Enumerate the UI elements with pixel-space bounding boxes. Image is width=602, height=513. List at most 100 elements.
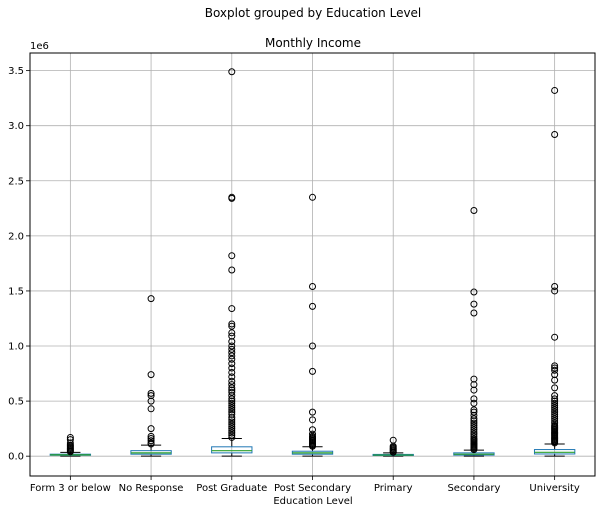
outlier-point [228, 402, 236, 409]
box-group [49, 433, 92, 457]
outlier-point [470, 435, 478, 443]
outlier-point [470, 406, 478, 414]
outlier-point [228, 364, 236, 372]
x-axis: Form 3 or below No Response Post Graduate P… [30, 476, 580, 494]
outlier-point [551, 287, 559, 295]
outlier-point [309, 408, 316, 416]
outlier-point [470, 300, 478, 308]
outlier-point [228, 422, 236, 430]
outlier-point [228, 406, 236, 414]
y-tick-label: 3.0 [8, 121, 24, 132]
outlier-point [228, 377, 236, 385]
outlier-point [228, 384, 236, 392]
y-tick-label: 0.5 [8, 397, 24, 408]
outlier-point [228, 342, 236, 350]
outlier-point [551, 404, 559, 412]
outlier-point [389, 436, 397, 444]
outlier-point [470, 309, 478, 317]
outlier-point [551, 415, 559, 423]
outlier-point [147, 392, 155, 400]
outlier-point [147, 432, 155, 440]
y-tick-label: 0.0 [8, 452, 24, 463]
outlier-point [228, 420, 236, 428]
y-offset-label: 1e6 [30, 41, 49, 52]
outlier-point [309, 367, 316, 375]
x-tick-label: No Response [119, 483, 184, 494]
outlier-point [228, 429, 236, 437]
outlier-point [551, 364, 559, 372]
outlier-point [551, 410, 559, 418]
outlier-point [551, 395, 559, 403]
outlier-point [470, 415, 478, 423]
outlier-point [228, 410, 236, 418]
outlier-point [470, 430, 478, 438]
outlier-point [551, 402, 559, 409]
y-tick-label: 1.0 [8, 342, 24, 353]
outlier-point [228, 433, 236, 441]
outlier-point [551, 406, 559, 414]
outlier-point [147, 437, 155, 445]
outlier-point [228, 408, 236, 416]
outlier-point [228, 252, 236, 260]
x-tick-label: Post Graduate [196, 483, 267, 494]
y-tick-label: 2.5 [8, 176, 24, 187]
outlier-point [228, 368, 236, 376]
box-group [533, 86, 576, 457]
outlier-point [228, 332, 236, 340]
outlier-point [470, 395, 478, 403]
outlier-point [309, 430, 316, 438]
y-tick-label: 1.5 [8, 286, 24, 297]
outlier-point [228, 399, 236, 407]
outlier-point [228, 349, 236, 357]
outlier-point [228, 266, 236, 274]
box-group [453, 207, 495, 457]
outlier-point [551, 392, 559, 400]
outlier-point [470, 399, 478, 407]
outlier-point [551, 333, 559, 341]
outlier-point [66, 433, 74, 441]
grid-lines [30, 53, 595, 476]
outlier-point [470, 421, 478, 429]
outlier-point [228, 360, 236, 368]
outlier-point [551, 408, 559, 416]
outlier-point [470, 426, 478, 434]
outlier-point [228, 373, 236, 381]
outlier-point [551, 413, 559, 421]
outlier-point [228, 345, 236, 353]
outlier-point [470, 288, 478, 296]
outlier-point [147, 435, 155, 443]
outlier-point [66, 436, 74, 444]
outlier-point [228, 431, 236, 439]
outlier-point [228, 68, 236, 76]
outlier-point [147, 405, 155, 413]
axes-title: Monthly Income [265, 36, 361, 50]
outlier-point [551, 421, 559, 429]
outlier-point [228, 355, 236, 363]
outlier-point [470, 375, 478, 383]
outlier-point [228, 418, 236, 426]
x-tick-label: University [529, 483, 580, 494]
outlier-point [228, 381, 236, 389]
outlier-point [228, 404, 236, 412]
outlier-point [309, 416, 316, 424]
box-group [291, 193, 334, 457]
y-tick-label: 2.0 [8, 231, 24, 242]
outlier-point [470, 207, 478, 215]
box-group [130, 295, 172, 457]
outlier-point [551, 131, 559, 139]
outlier-point [551, 362, 559, 370]
outlier-point [309, 426, 316, 434]
outlier-point [147, 389, 155, 397]
outlier-point [551, 283, 559, 291]
outlier-point [309, 302, 316, 310]
outlier-point [228, 352, 236, 360]
box-group [211, 68, 253, 457]
outlier-point [551, 371, 559, 379]
plot-area [49, 68, 576, 457]
outlier-point [228, 425, 236, 433]
outlier-point [147, 439, 155, 447]
box-iqr [211, 446, 253, 454]
y-tick-label: 3.5 [8, 66, 24, 77]
outlier-point [470, 428, 478, 436]
